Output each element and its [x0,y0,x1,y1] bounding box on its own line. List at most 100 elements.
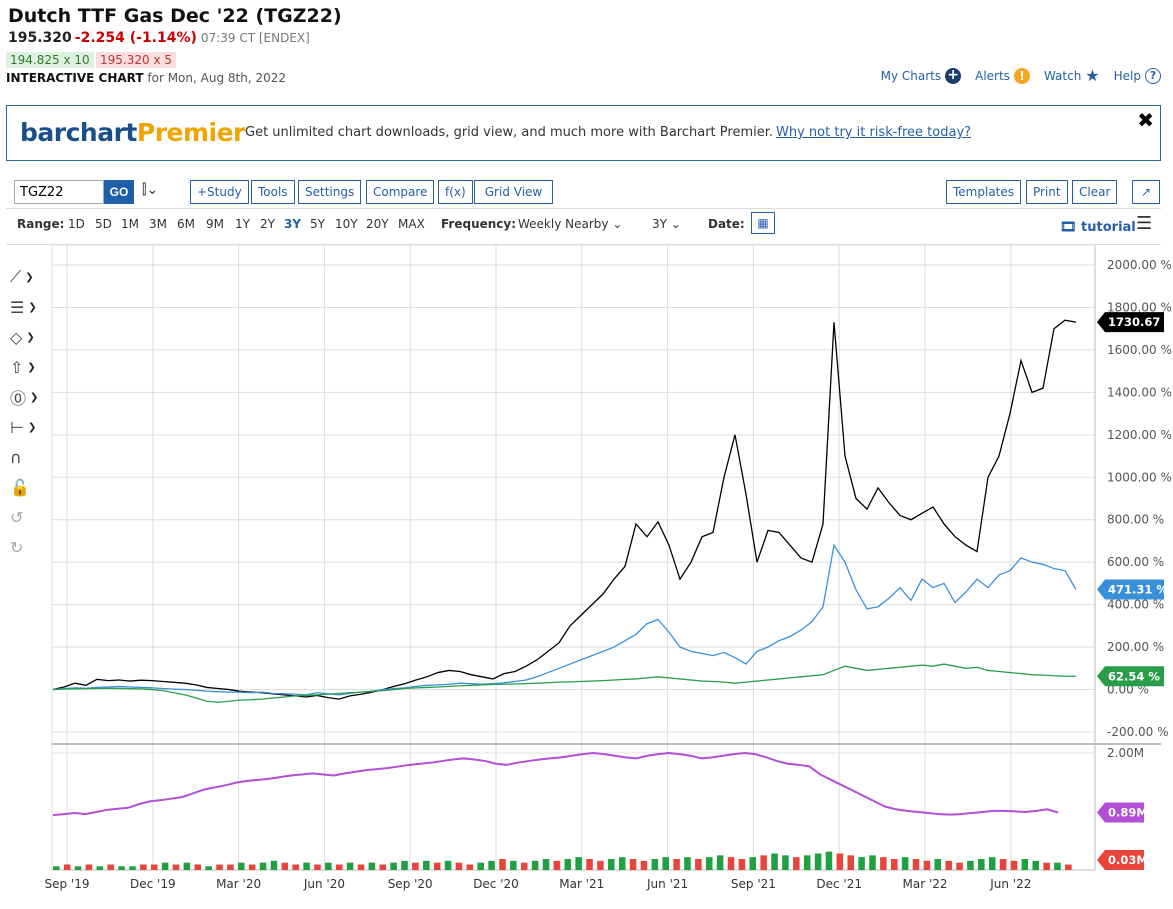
volume-bar [890,859,898,870]
help-link[interactable]: Help? [1114,68,1161,84]
drawing-tools: ⟋ ❯ ☰ ❯ ◇ ❯ ⇧ ❯ ⓪ ❯ ⊢ ❯ ∩ 🔓 ↺ ↻ [10,262,46,562]
volume-bar [248,864,256,870]
volume-bar [836,853,844,870]
range-5y[interactable]: 5Y [310,217,325,231]
range-10y[interactable]: 10Y [335,217,358,231]
volume-bar [433,862,441,870]
range-9m[interactable]: 9M [206,217,224,231]
y-tick-label: 1600.00 % [1107,343,1172,357]
price-change: -2.254 (-1.14%) [74,30,197,46]
symbol-input[interactable] [14,180,104,204]
help-icon: ? [1145,68,1161,84]
compare-button[interactable]: Compare [366,180,435,204]
my-charts-link[interactable]: My Charts + [881,68,962,84]
hamburger-menu-icon[interactable]: ☰ [1136,213,1153,234]
range-6m[interactable]: 6M [177,217,195,231]
range-2y[interactable]: 2Y [260,217,275,231]
volume-panel [53,851,1072,870]
bar-type-icon[interactable]: ⫿⌄ [142,182,159,198]
volume-bar [63,864,71,870]
volume-bar [227,864,234,870]
volume-bar [107,864,114,870]
y-tick-label: 1400.00 % [1107,385,1172,399]
range-1d[interactable]: 1D [68,217,85,231]
volume-bar [912,859,920,870]
range-1m[interactable]: 1M [121,217,139,231]
volume-bar [640,860,648,870]
trendline-tool-icon[interactable]: ⟋ ❯ [10,267,34,286]
range-3y[interactable]: 3Y [284,217,302,231]
add-study-button[interactable]: +Study [190,180,249,204]
alert-icon: ! [1013,68,1030,84]
tools-button[interactable]: Tools [251,180,295,204]
volume-bar [673,859,680,870]
x-tick-label: Dec '21 [816,877,862,891]
series-last-value: 471.31 % [1108,582,1168,596]
risk-free-link[interactable]: Why not try it risk-free today? [776,125,972,140]
watch-link[interactable]: Watch ★ [1043,66,1100,85]
volume-bar [303,862,310,870]
period-select[interactable]: 3Y ⌄ [652,217,681,231]
volume-bar [945,860,952,870]
volume-bar [901,857,909,870]
volume-bar [325,862,332,870]
x-tick-label: Dec '19 [130,877,176,891]
top-links: My Charts + Alerts! Watch ★ Help? [881,68,1161,84]
series-last-label: 1730.67 % [1097,312,1173,333]
volume-bar [161,862,169,870]
magnet-icon[interactable]: ∩ [10,447,22,467]
volume-bar [96,866,104,870]
settings-button[interactable]: Settings [298,180,362,204]
grid-view-button[interactable]: Grid View [474,180,553,204]
calendar-icon[interactable]: ▦ [751,212,775,234]
chevron-down-icon: ⌄ [670,217,681,231]
volume-bar [705,857,713,870]
volume-bar [531,860,539,870]
last-price: 195.320 [8,30,72,46]
expand-icon[interactable]: ↗ [1132,180,1160,204]
subtitle-date: for Mon, Aug 8th, 2022 [147,71,286,85]
alerts-link[interactable]: Alerts! [975,68,1030,84]
range-20y[interactable]: 20Y [366,217,389,231]
tutorial-link[interactable]: 🎞 tutorial [1060,220,1136,235]
go-button[interactable]: GO [104,180,134,204]
volume-bar [520,862,528,870]
chart-grid [51,245,1161,871]
volume-bar [1054,862,1061,870]
undo-icon[interactable]: ↺ [10,507,24,527]
fib-tool-icon[interactable]: ☰ ❯ [10,297,37,317]
range-1y[interactable]: 1Y [235,217,250,231]
volume-bar [281,862,289,870]
fx-button[interactable]: f(x) [438,180,473,204]
price-chart[interactable]: Sep '19 Dec '19 Mar '20 Jun '20 Sep '20 Dec '… [0,245,1173,900]
series-line [52,319,1077,700]
clear-button[interactable]: Clear [1072,180,1118,204]
series-last-marker [1097,579,1164,600]
shapes-tool-icon[interactable]: ◇ ❯ [10,327,35,347]
volume-bar [205,866,212,870]
series-last-label: 62.54 % [1097,666,1164,687]
redo-icon[interactable]: ↻ [10,537,24,557]
y-tick-label: 600.00 % [1107,555,1164,569]
plus-icon: + [945,68,962,84]
range-5d[interactable]: 5D [95,217,112,231]
premier-banner: barchartPremier Get unlimited chart down… [6,105,1161,161]
lock-icon[interactable]: 🔓 [10,477,30,497]
print-button[interactable]: Print [1026,180,1068,204]
volume-bar [999,859,1007,870]
x-tick-label: Jun '21 [646,877,688,891]
volume-bar [847,855,854,870]
volume-last-marker [1097,850,1144,870]
arrow-tool-icon[interactable]: ⇧ ❯ [10,357,36,377]
volume-bar [53,866,60,870]
chart-axes: Sep '19 Dec '19 Mar '20 Jun '20 Sep '20 Dec '… [45,258,1173,891]
frequency-select[interactable]: Weekly Nearby ⌄ [518,217,623,231]
volume-bar [597,860,604,870]
close-icon[interactable]: ✖ [1137,108,1154,132]
volume-bar [988,857,996,870]
annotation-tool-icon[interactable]: ⓪ ❯ [10,389,39,408]
templates-button[interactable]: Templates [946,180,1022,204]
range-3m[interactable]: 3M [149,217,167,231]
range-max[interactable]: MAX [398,217,425,231]
measure-tool-icon[interactable]: ⊢ ❯ [10,417,37,437]
